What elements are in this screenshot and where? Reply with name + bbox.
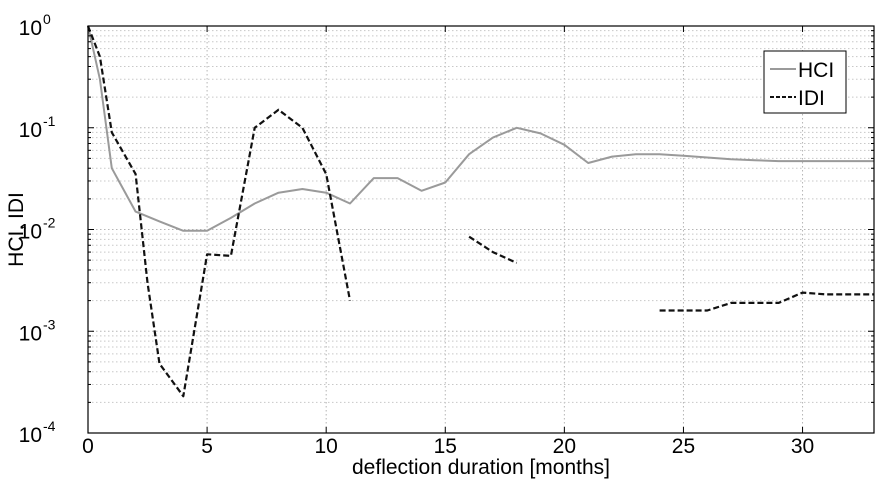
series-idi-line (86, 25, 352, 398)
y-tick-label-exponent: -1 (43, 113, 56, 129)
series-hci-line (87, 25, 874, 232)
y-tick-label: 10 (19, 17, 42, 40)
x-tick-label: 5 (201, 435, 213, 458)
x-tick-label: 25 (672, 435, 695, 458)
y-tick-label-exponent: 0 (43, 11, 51, 27)
y-tick-label-exponent: -3 (43, 316, 56, 332)
legend-label-idi: IDI (798, 87, 825, 110)
series-layer (86, 25, 874, 398)
y-tick-label-exponent: -2 (43, 215, 56, 231)
legend: HCI IDI (763, 50, 847, 114)
x-tick-label: 15 (434, 435, 457, 458)
grid (88, 26, 874, 433)
series-idi-line (659, 291, 874, 312)
y-tick-label: 10 (19, 322, 42, 345)
x-tick-label: 30 (791, 435, 814, 458)
y-tick-label: 10 (19, 424, 42, 447)
series-idi-line (468, 235, 518, 264)
y-tick-label: 10 (19, 221, 42, 244)
ticks (87, 25, 874, 434)
x-tick-labels: 0 5 10 15 20 25 30 (82, 435, 814, 458)
x-tick-label: 10 (315, 435, 338, 458)
y-axis-label: HCI, IDI (5, 192, 28, 267)
x-tick-label: 0 (82, 435, 94, 458)
x-axis-label: deflection duration [months] (352, 456, 610, 479)
legend-box (763, 50, 847, 114)
y-tick-label: 10 (19, 119, 42, 142)
x-tick-label: 20 (553, 435, 576, 458)
y-tick-label-exponent: -4 (43, 418, 56, 434)
legend-label-hci: HCI (798, 59, 834, 82)
